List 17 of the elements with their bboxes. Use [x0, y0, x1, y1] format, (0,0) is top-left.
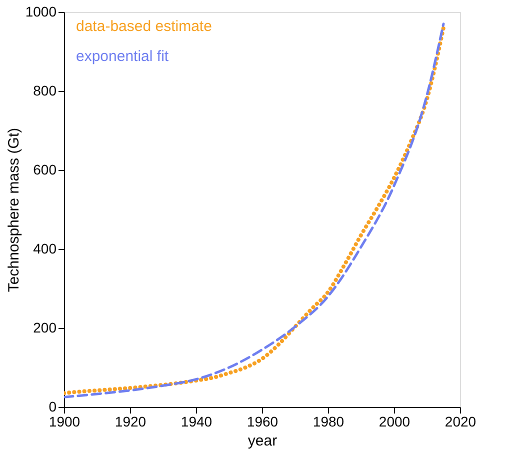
y-tick-label: 0: [48, 398, 57, 414]
y-tick-label: 600: [33, 162, 57, 178]
y-tick-label: 200: [33, 320, 57, 336]
x-tick-label: 2000: [378, 414, 410, 430]
y-axis-title: Technosphere mass (Gt): [5, 128, 22, 292]
text: exponential fit: [76, 48, 170, 65]
x-tick-label: 1940: [180, 414, 212, 430]
y-tick-label: 1000: [25, 4, 57, 20]
x-tick-label: 1980: [312, 414, 344, 430]
x-tick-label: 1960: [246, 414, 278, 430]
text: data-based estimate: [76, 18, 212, 35]
x-tick-label: 2020: [444, 414, 476, 430]
y-tick-label: 800: [33, 82, 57, 98]
x-tick-label: 1920: [114, 414, 146, 430]
x-axis-title: year: [248, 432, 278, 450]
x-tick-label: 1900: [48, 414, 80, 430]
y-tick-label: 400: [33, 240, 57, 256]
